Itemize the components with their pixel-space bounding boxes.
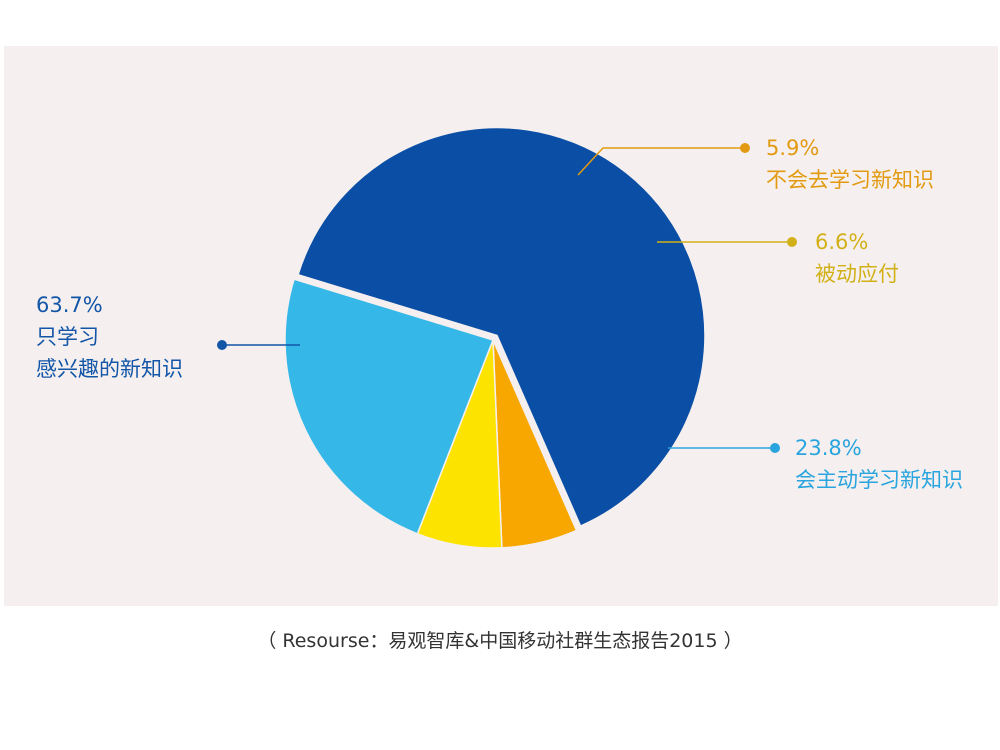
leader-dot-0 <box>217 340 227 350</box>
pie-slice-3 <box>284 278 494 535</box>
source-caption: （ Resourse：易观智库&中国移动社群生态报告2015 ） <box>257 630 743 652</box>
slice-category-label-3-0: 会主动学习新知识 <box>795 468 963 492</box>
slice-category-label-0-1: 感兴趣的新知识 <box>36 357 183 381</box>
leader-dot-1 <box>740 143 750 153</box>
slice-percent-label-3: 23.8% <box>795 436 862 460</box>
slice-category-label-0-0: 只学习 <box>36 325 99 349</box>
pie-slice-0 <box>297 126 706 527</box>
slice-category-label-1-0: 不会去学习新知识 <box>766 168 934 192</box>
leader-dot-3 <box>770 443 780 453</box>
slice-percent-label-2: 6.6% <box>815 230 868 254</box>
leader-dot-2 <box>787 237 797 247</box>
slice-percent-label-1: 5.9% <box>766 136 819 160</box>
leader-line-1 <box>577 147 745 176</box>
slice-percent-label-0: 63.7% <box>36 293 103 317</box>
slice-category-label-2-0: 被动应付 <box>815 262 899 286</box>
